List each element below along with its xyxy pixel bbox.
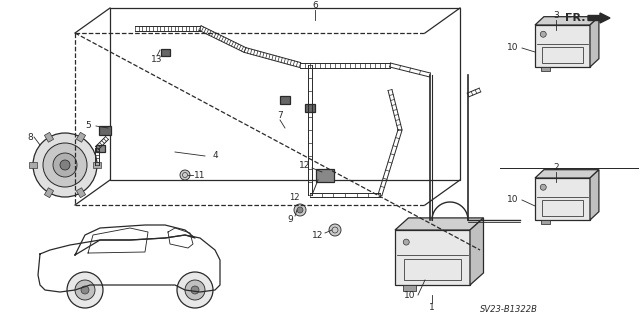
- Bar: [76, 188, 86, 198]
- Bar: [541, 47, 584, 63]
- Circle shape: [53, 153, 77, 177]
- Bar: [404, 259, 461, 279]
- Polygon shape: [535, 170, 599, 178]
- Text: 8: 8: [27, 132, 33, 142]
- Bar: [76, 132, 86, 142]
- Circle shape: [185, 280, 205, 300]
- Text: 9: 9: [287, 216, 293, 225]
- Bar: [403, 285, 416, 291]
- Circle shape: [33, 133, 97, 197]
- Polygon shape: [395, 230, 470, 285]
- Circle shape: [540, 184, 547, 190]
- Text: 11: 11: [195, 170, 205, 180]
- Text: 12: 12: [300, 160, 310, 169]
- Bar: [305, 104, 315, 112]
- Polygon shape: [470, 218, 483, 285]
- Bar: [316, 168, 334, 182]
- Text: 1: 1: [429, 303, 435, 313]
- Text: 7: 7: [277, 112, 283, 121]
- Bar: [44, 132, 54, 142]
- Text: FR.: FR.: [566, 13, 586, 23]
- Circle shape: [81, 286, 89, 294]
- Bar: [110, 8, 460, 180]
- Text: 4: 4: [212, 152, 218, 160]
- Bar: [161, 48, 170, 56]
- Polygon shape: [535, 25, 590, 67]
- Text: 5: 5: [85, 122, 91, 130]
- Bar: [44, 188, 54, 198]
- Circle shape: [294, 204, 306, 216]
- Circle shape: [180, 170, 190, 180]
- Bar: [541, 200, 584, 216]
- Circle shape: [177, 272, 213, 308]
- Circle shape: [75, 280, 95, 300]
- Bar: [280, 96, 290, 104]
- Circle shape: [297, 207, 303, 213]
- FancyArrow shape: [588, 13, 610, 23]
- Polygon shape: [535, 17, 599, 25]
- Text: 10: 10: [404, 291, 416, 300]
- Bar: [93, 162, 101, 168]
- Text: 12: 12: [289, 192, 300, 202]
- Text: 2: 2: [553, 164, 559, 173]
- Bar: [95, 145, 104, 152]
- Text: 10: 10: [508, 43, 519, 53]
- Circle shape: [540, 31, 547, 37]
- Circle shape: [403, 239, 409, 245]
- Polygon shape: [535, 178, 590, 220]
- Bar: [29, 162, 37, 168]
- Bar: [541, 220, 550, 224]
- Circle shape: [329, 224, 341, 236]
- Text: 12: 12: [312, 231, 324, 240]
- Text: SV23-B1322B: SV23-B1322B: [480, 306, 538, 315]
- Polygon shape: [590, 17, 599, 67]
- Bar: [541, 67, 550, 71]
- Circle shape: [67, 272, 103, 308]
- Text: 3: 3: [553, 11, 559, 20]
- Polygon shape: [395, 218, 483, 230]
- Circle shape: [60, 160, 70, 170]
- Text: 10: 10: [508, 196, 519, 204]
- Circle shape: [191, 286, 199, 294]
- Text: 6: 6: [312, 2, 318, 11]
- Circle shape: [43, 143, 87, 187]
- Text: 13: 13: [151, 56, 163, 64]
- Bar: [99, 125, 111, 135]
- Polygon shape: [590, 170, 599, 220]
